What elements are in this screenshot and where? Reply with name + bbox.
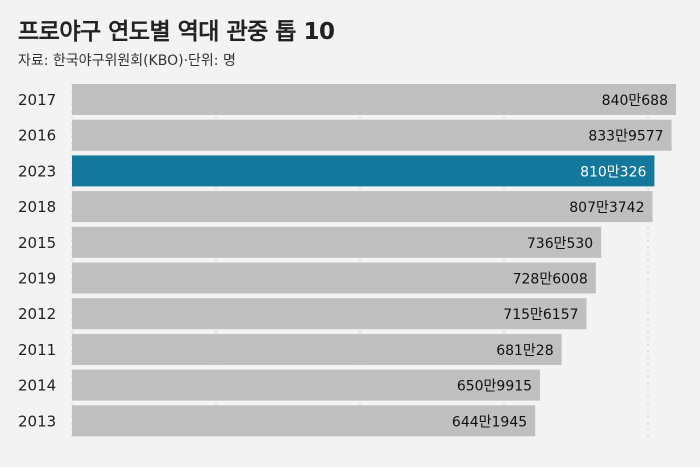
chart-title: 프로야구 연도별 역대 관중 톱 10 bbox=[18, 19, 335, 45]
category-label-2017: 2017 bbox=[18, 91, 56, 109]
category-label-2014: 2014 bbox=[18, 377, 56, 395]
bar-2018 bbox=[72, 191, 653, 223]
bar-2012 bbox=[72, 298, 587, 330]
value-label-2023: 810만326 bbox=[580, 164, 646, 180]
chart-subtitle: 자료: 한국야구위원회(KBO)·단위: 명 bbox=[18, 53, 236, 69]
category-label-2016: 2016 bbox=[18, 127, 56, 145]
category-label-2011: 2011 bbox=[18, 341, 56, 359]
bar-2011 bbox=[72, 333, 562, 365]
category-label-2015: 2015 bbox=[18, 234, 56, 252]
bar-2013 bbox=[72, 405, 536, 437]
category-label-2013: 2013 bbox=[18, 412, 56, 430]
value-label-2015: 736만530 bbox=[527, 236, 593, 252]
value-label-2011: 681만28 bbox=[496, 343, 553, 359]
value-label-2017: 840만688 bbox=[602, 93, 668, 109]
value-label-2016: 833만9577 bbox=[588, 129, 663, 145]
bar-2016 bbox=[72, 119, 672, 151]
category-label-2012: 2012 bbox=[18, 305, 56, 323]
category-label-2018: 2018 bbox=[18, 198, 56, 216]
bar-2014 bbox=[72, 369, 541, 401]
value-label-2012: 715만6157 bbox=[503, 307, 578, 323]
bar-2017 bbox=[72, 84, 676, 115]
value-label-2013: 644만1945 bbox=[452, 414, 527, 430]
category-label-2019: 2019 bbox=[18, 270, 56, 288]
value-label-2018: 807만3742 bbox=[569, 200, 644, 216]
bar-2015 bbox=[72, 226, 602, 258]
category-label-2023: 2023 bbox=[18, 162, 56, 180]
value-label-2019: 728만6008 bbox=[513, 272, 588, 288]
value-label-2014: 650만9915 bbox=[457, 379, 532, 395]
bar-2019 bbox=[72, 262, 596, 294]
bar-2023 bbox=[72, 155, 655, 187]
